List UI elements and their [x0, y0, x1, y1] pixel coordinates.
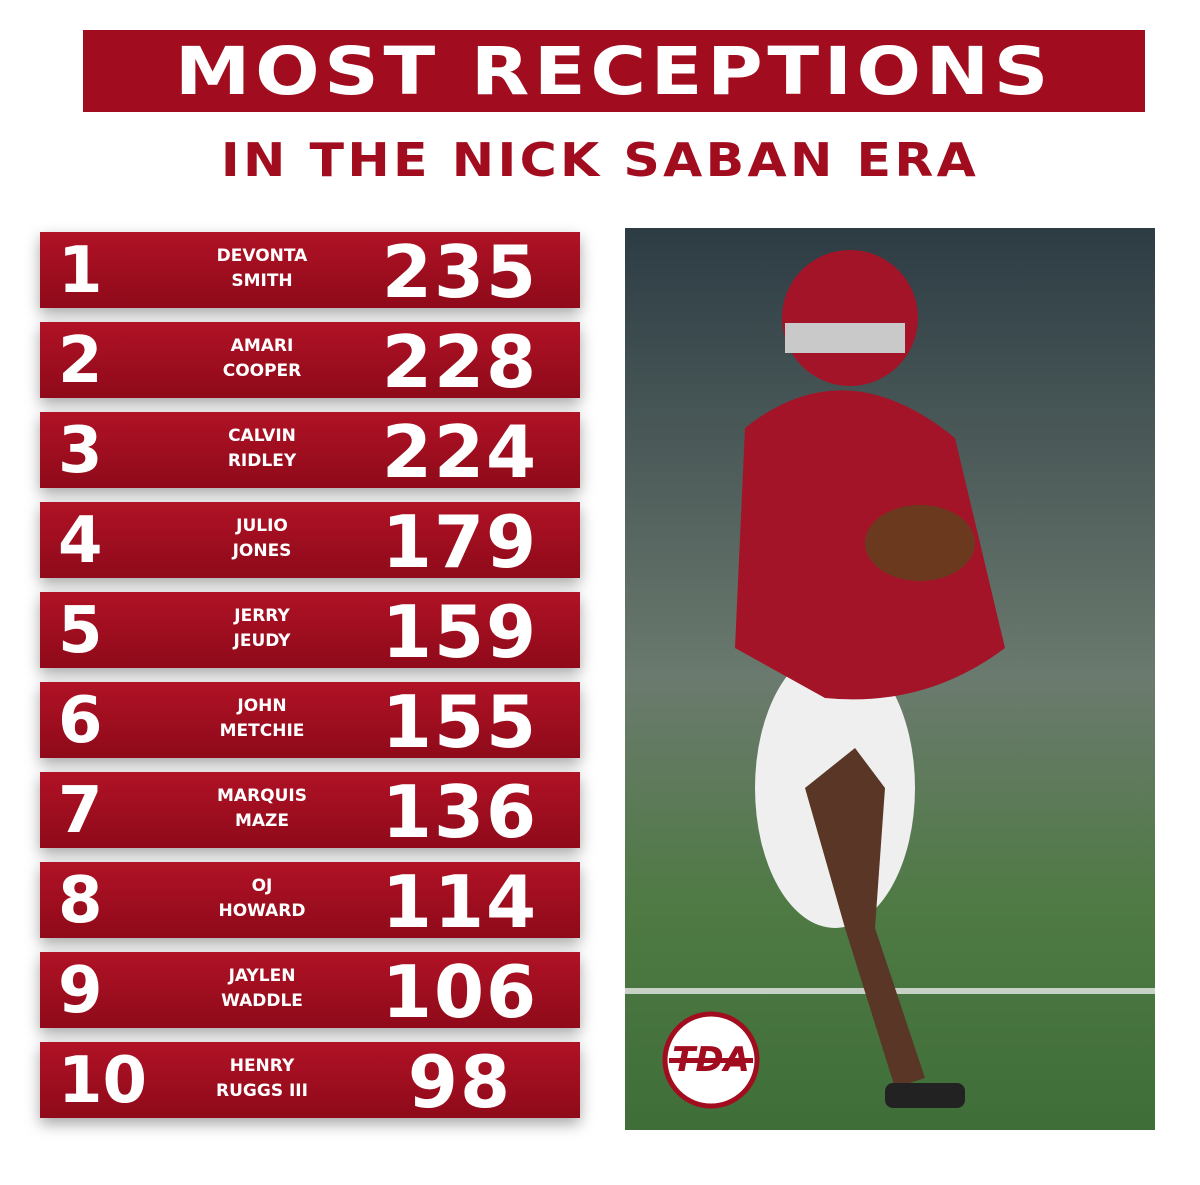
ranking-row: 6 JOHN METCHIE 155 [40, 680, 580, 764]
ranking-row: 5 JERRY JEUDY 159 [40, 590, 580, 674]
ranking-row: 4 JULIO JONES 179 [40, 500, 580, 584]
rank: 6 [58, 684, 103, 758]
first-name: AMARI [230, 336, 294, 356]
rank: 10 [58, 1044, 148, 1118]
player-name: AMARI COOPER [212, 334, 312, 384]
subtitle: IN THE NICK SABAN ERA [220, 133, 980, 187]
last-name: COOPER [222, 361, 302, 381]
rank: 2 [58, 324, 103, 398]
first-name: JERRY [234, 606, 290, 626]
last-name: JONES [232, 541, 292, 561]
ranking-row: 2 AMARI COOPER 228 [40, 320, 580, 404]
player-name: JULIO JONES [212, 514, 312, 564]
receptions: 98 [407, 1040, 513, 1124]
last-name: WADDLE [221, 991, 303, 1011]
ranking-row: 10 HENRY RUGGS III 98 [40, 1040, 580, 1124]
ranking-row: 9 JAYLEN WADDLE 106 [40, 950, 580, 1034]
receptions: 228 [381, 320, 539, 404]
receptions: 159 [381, 590, 539, 674]
receptions: 179 [381, 500, 539, 584]
player-name: DEVONTA SMITH [212, 244, 312, 294]
player-name: HENRY RUGGS III [212, 1054, 312, 1104]
last-name: JEUDY [233, 631, 291, 651]
ranking-row: 1 DEVONTA SMITH 235 [40, 230, 580, 314]
first-name: OJ [251, 876, 273, 896]
rank: 9 [58, 954, 103, 1028]
rank: 1 [58, 234, 103, 308]
receptions: 235 [381, 230, 539, 314]
first-name: JAYLEN [228, 966, 296, 986]
first-name: JOHN [237, 696, 287, 716]
ranking-row: 7 MARQUIS MAZE 136 [40, 770, 580, 854]
last-name: METCHIE [219, 721, 305, 741]
player-name: JAYLEN WADDLE [212, 964, 312, 1014]
receptions: 224 [381, 410, 539, 494]
player-name: CALVIN RIDLEY [212, 424, 312, 474]
first-name: HENRY [229, 1056, 295, 1076]
player-name: JOHN METCHIE [212, 694, 312, 744]
last-name: RUGGS III [216, 1081, 308, 1101]
receptions: 155 [381, 680, 539, 764]
rank: 8 [58, 864, 103, 938]
last-name: RIDLEY [227, 451, 297, 471]
rank: 3 [58, 414, 103, 488]
title-box: MOST RECEPTIONS [83, 30, 1145, 112]
receptions: 106 [381, 950, 539, 1034]
player-photo [625, 228, 1155, 1130]
first-name: DEVONTA [216, 246, 308, 266]
player-name: OJ HOWARD [212, 874, 312, 924]
ranking-row: 3 CALVIN RIDLEY 224 [40, 410, 580, 494]
last-name: SMITH [231, 271, 293, 291]
ranking-row: 8 OJ HOWARD 114 [40, 860, 580, 944]
rank: 4 [58, 504, 103, 578]
title: MOST RECEPTIONS [174, 32, 1054, 110]
rank: 5 [58, 594, 103, 668]
last-name: MAZE [234, 811, 289, 831]
first-name: CALVIN [228, 426, 296, 446]
rank: 7 [58, 774, 103, 848]
player-name: JERRY JEUDY [212, 604, 312, 654]
receptions: 136 [381, 770, 539, 854]
player-name: MARQUIS MAZE [212, 784, 312, 834]
logo-badge [662, 1011, 760, 1109]
first-name: MARQUIS [217, 786, 307, 806]
logo-text: TDA [672, 1040, 750, 1080]
first-name: JULIO [236, 516, 288, 536]
receptions: 114 [381, 860, 539, 944]
last-name: HOWARD [218, 901, 306, 921]
